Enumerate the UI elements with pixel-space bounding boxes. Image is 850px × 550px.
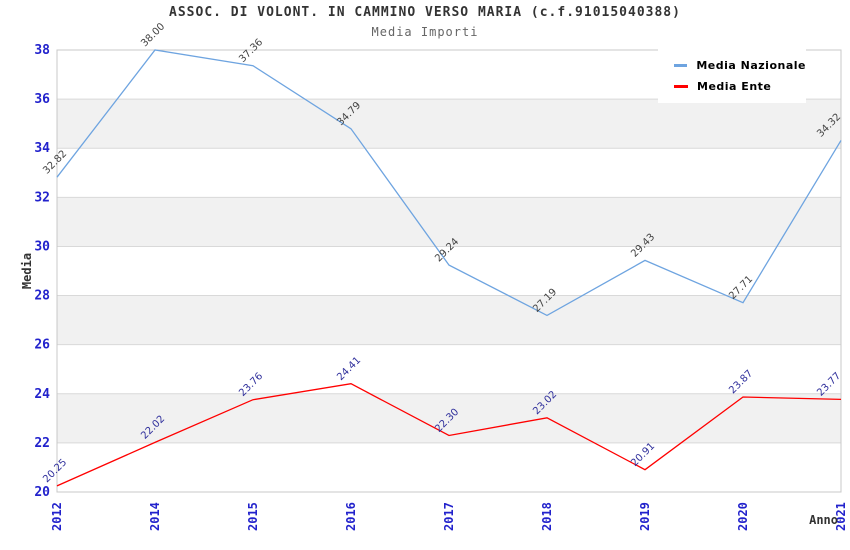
- band: [57, 99, 841, 149]
- y-tick-label: 20: [34, 485, 50, 500]
- plot-bands: [57, 99, 841, 443]
- media-ente-value-label: 20.91: [629, 441, 657, 469]
- chart-subtitle: Media Importi: [371, 25, 479, 39]
- x-tick-label: 2012: [50, 502, 64, 531]
- legend: Media Nazionale Media Ente: [658, 48, 806, 103]
- chart-title: ASSOC. DI VOLONT. IN CAMMINO VERSO MARIA…: [169, 5, 681, 20]
- y-tick-label: 24: [34, 387, 50, 402]
- media-ente-value-label: 24.41: [335, 355, 363, 383]
- band: [57, 393, 841, 443]
- y-axis-title: Media: [20, 253, 34, 289]
- legend-label-media-nazionale: Media Nazionale: [696, 59, 806, 72]
- y-axis-tick-labels: 20 22 24 26 28 30 32 34 36 38: [34, 43, 50, 500]
- legend-item-media-nazionale: Media Nazionale: [674, 57, 806, 74]
- y-tick-label: 34: [34, 141, 50, 156]
- media-nazionale-line-swatch: [674, 64, 688, 67]
- plot-border: [56, 49, 842, 493]
- media-ente-line-swatch: [674, 85, 688, 88]
- y-tick-label: 38: [34, 43, 50, 58]
- y-tick-label: 26: [34, 338, 50, 353]
- x-tick-label: 2018: [540, 502, 554, 531]
- y-tick-label: 32: [34, 190, 50, 205]
- media-ente-line: [56, 383, 842, 487]
- band: [57, 197, 841, 247]
- x-tick-label: 2021: [834, 502, 848, 531]
- x-tick-label: 2019: [638, 502, 652, 531]
- media-ente-value-label: 23.87: [727, 368, 755, 396]
- x-tick-label: 2014: [148, 502, 162, 531]
- x-tick-label: 2020: [736, 502, 750, 531]
- media-nazionale-value-label: 37.36: [237, 37, 265, 65]
- y-tick-label: 36: [34, 92, 50, 107]
- media-nazionale-line: [56, 49, 842, 317]
- media-nazionale-value-label: 38.00: [139, 21, 167, 49]
- y-tick-label: 22: [34, 436, 50, 451]
- media-ente-value-label: 20.25: [41, 457, 69, 485]
- y-tick-label: 30: [34, 239, 50, 254]
- x-tick-label: 2016: [344, 502, 358, 531]
- band: [57, 295, 841, 345]
- x-tick-label: 2015: [246, 502, 260, 531]
- legend-label-media-ente: Media Ente: [697, 80, 772, 93]
- legend-item-media-ente: Media Ente: [674, 78, 806, 95]
- x-axis-tick-labels: 2012 2014 2015 2016 2017 2018 2019 2020 2021: [50, 502, 848, 531]
- x-axis-title: Anno: [809, 513, 838, 527]
- x-tick-label: 2017: [442, 502, 456, 531]
- y-tick-label: 28: [34, 289, 50, 304]
